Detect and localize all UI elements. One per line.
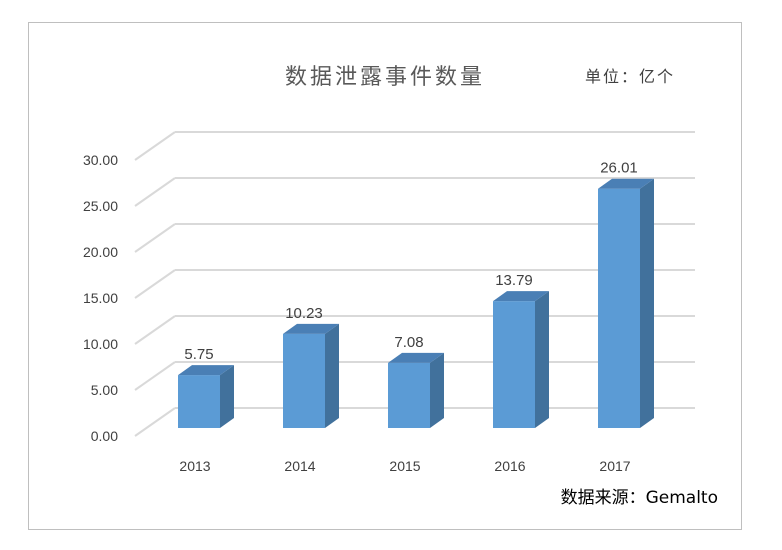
y-tick-label: 25.00 <box>83 198 118 214</box>
gridline-diagonal <box>134 269 176 299</box>
bar-side <box>430 352 444 428</box>
y-tick-label: 5.00 <box>91 382 118 398</box>
bar-top <box>388 352 444 363</box>
gridline-diagonal <box>134 177 176 207</box>
bar-front <box>598 188 640 428</box>
bar-front <box>493 301 535 428</box>
y-tick-label: 30.00 <box>83 152 118 168</box>
gridline-diagonal <box>134 315 176 345</box>
data-label: 10.23 <box>285 305 323 322</box>
x-tick-label: 2015 <box>389 458 420 474</box>
gridline-diagonal <box>134 223 176 253</box>
chart-frame <box>28 22 742 530</box>
chart-title: 数据泄露事件数量 <box>285 65 485 90</box>
bar-front <box>388 362 430 428</box>
y-tick-label: 10.00 <box>83 336 118 352</box>
bar-top <box>493 291 549 302</box>
gridline-diagonal <box>134 361 176 391</box>
y-tick-label: 20.00 <box>83 244 118 260</box>
data-label: 7.08 <box>394 334 423 351</box>
x-tick-label: 2016 <box>494 458 525 474</box>
y-tick-label: 0.00 <box>91 428 118 444</box>
bar-side <box>535 291 549 428</box>
bar-top <box>178 365 234 376</box>
data-label: 26.01 <box>600 160 638 177</box>
bar-top <box>598 178 654 189</box>
bar-side <box>220 365 234 428</box>
y-tick-label: 15.00 <box>83 290 118 306</box>
bar-top <box>283 323 339 334</box>
unit-label: 单位：亿个 <box>585 67 675 86</box>
x-tick-label: 2013 <box>179 458 210 474</box>
data-label: 5.75 <box>184 346 213 363</box>
bar-side <box>640 178 654 428</box>
gridline-diagonal <box>134 407 176 437</box>
bar-side <box>325 323 339 428</box>
data-label: 13.79 <box>495 272 533 289</box>
bar-front <box>178 375 220 428</box>
bar-front <box>283 333 325 428</box>
source-label: 数据来源：Gemalto <box>561 488 718 508</box>
x-tick-label: 2014 <box>284 458 315 474</box>
gridline-diagonal <box>134 131 176 161</box>
x-tick-label: 2017 <box>599 458 630 474</box>
